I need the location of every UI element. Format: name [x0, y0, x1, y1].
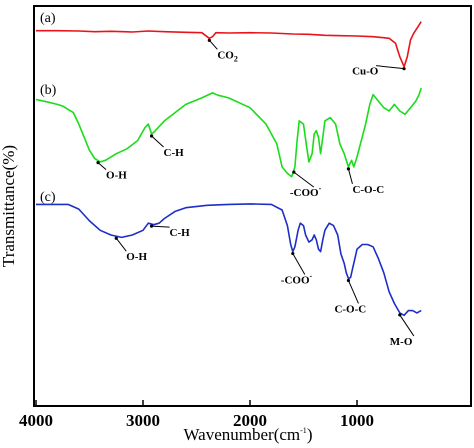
- annotation-label: C-O-C: [334, 303, 366, 315]
- x-axis: 4000 3000 2000 1000: [19, 400, 374, 430]
- annotation-arrow: [151, 135, 164, 148]
- annotation-label: -COO-: [281, 272, 313, 287]
- x-tick-label: 4000: [19, 411, 53, 430]
- series-layer: [35, 21, 422, 317]
- panel-label-c: (c): [40, 190, 56, 205]
- annotation-arrowhead: [149, 134, 154, 138]
- annotation-label: C-H: [170, 227, 191, 239]
- plot-frame: [33, 5, 472, 407]
- annotation-arrow: [399, 314, 415, 337]
- annotation-label: O-H: [106, 170, 127, 182]
- annotations: CO2 Cu-O O-H C-H -COO- C-O-C O-H C-H -COO- C-O-C M…: [96, 38, 415, 348]
- annotation-arrow: [347, 168, 353, 184]
- annotation-arrow: [115, 237, 127, 252]
- annotation-arrowhead: [398, 313, 402, 317]
- annotation-label: C-H: [164, 147, 185, 159]
- panel-label-b: (b): [40, 83, 57, 98]
- annotation-arrowhead: [114, 236, 118, 240]
- annotation-arrow: [208, 40, 218, 50]
- annotation-arrow: [347, 280, 359, 304]
- annotation-arrow: [293, 171, 315, 188]
- annotation-label: -COO-: [290, 184, 322, 199]
- series-line-a: [36, 21, 422, 68]
- annotation-arrowhead: [291, 251, 295, 256]
- annotation-arrowhead: [346, 278, 351, 283]
- annotation-arrow: [151, 225, 170, 228]
- annotation-arrowhead: [207, 38, 211, 42]
- x-axis-title: Wavenumber(cm-1): [184, 425, 313, 444]
- annotation-label: CO2: [217, 49, 238, 63]
- annotation-arrowhead: [292, 170, 296, 174]
- annotation-label: C-O-C: [352, 184, 384, 196]
- annotation-arrow: [97, 162, 107, 170]
- annotation-arrowhead: [402, 67, 406, 71]
- x-tick-label: 3000: [126, 411, 160, 430]
- panel-label-a: (a): [40, 11, 56, 26]
- annotation-arrow: [292, 253, 306, 275]
- annotation-label: M-O: [390, 336, 413, 348]
- series-line-c: [36, 203, 422, 317]
- x-axis-title-main: Wavenumber(cm: [184, 425, 301, 444]
- annotation-label: Cu-O: [352, 66, 379, 78]
- y-axis-title: Transmittance(%): [0, 145, 18, 267]
- annotation-arrowhead: [149, 224, 154, 228]
- series-line-b: [35, 87, 422, 178]
- x-axis-title-sup: -1: [300, 426, 307, 435]
- annotation-label: O-H: [126, 251, 147, 263]
- annotation-arrowhead: [346, 167, 351, 171]
- annotation-arrowhead: [96, 161, 100, 165]
- x-tick-label: 2000: [233, 411, 267, 430]
- x-tick-label: 1000: [340, 411, 374, 430]
- annotation-arrow: [376, 65, 405, 70]
- x-axis-title-close: ): [307, 425, 313, 444]
